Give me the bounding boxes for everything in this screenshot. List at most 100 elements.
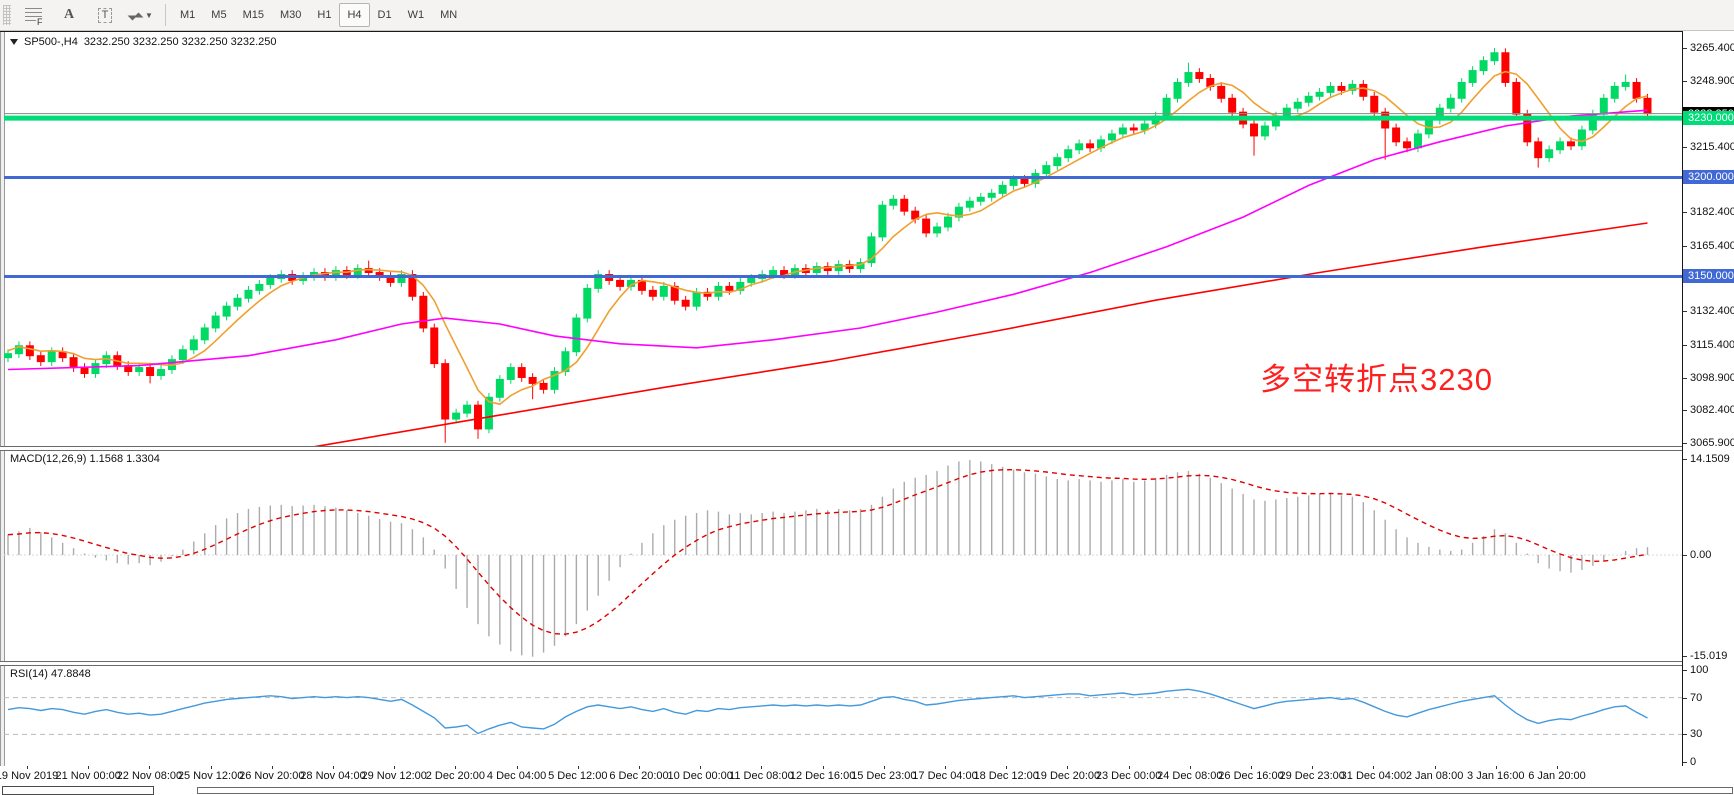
candle: [1129, 123, 1138, 135]
candle: [1053, 153, 1062, 170]
candle: [736, 278, 745, 295]
time-axis[interactable]: 19 Nov 2019 21 Nov 00:00 22 Nov 08:00 25 No…: [0, 766, 1734, 786]
candle: [430, 323, 439, 368]
time-tick: [210, 766, 212, 769]
time-label: 18 Dec 12:00: [973, 770, 1039, 782]
time-tick: [1128, 766, 1130, 769]
period-button-H1[interactable]: H1: [317, 9, 332, 21]
collapse-triangle-icon[interactable]: [10, 39, 18, 45]
period-button-D1[interactable]: D1: [377, 9, 392, 21]
candle: [463, 400, 472, 418]
candle: [233, 293, 242, 311]
time-label: 23 Dec 00:00: [1095, 770, 1162, 782]
rsi-panel-separator[interactable]: [0, 661, 1734, 666]
time-label: 24 Dec 08:00: [1157, 770, 1223, 782]
candle: [484, 392, 493, 434]
price-axis[interactable]: 3265.400 3248.900 3215.400 3182.400 3165.400…: [1682, 31, 1734, 795]
candle: [1195, 68, 1204, 83]
ma-fast-line: [7, 70, 1648, 406]
candle: [397, 270, 406, 287]
time-tick: [1006, 766, 1008, 769]
time-tick: [1067, 766, 1069, 769]
candle: [1326, 82, 1335, 97]
macd-panel[interactable]: MACD(12,26,9) 1.1568 1.3304: [4, 450, 1682, 661]
toolbar-grip[interactable]: [3, 5, 11, 25]
time-tick: [1557, 766, 1558, 769]
rsi-axis-70: 70: [1682, 691, 1703, 704]
scrollbar-track[interactable]: [197, 787, 1733, 794]
candle: [998, 181, 1007, 198]
level-3230-label: 3230.000: [1683, 111, 1734, 126]
period-button-M5[interactable]: M5: [211, 9, 227, 21]
candle: [1250, 119, 1259, 156]
candle: [211, 311, 220, 333]
candle: [1173, 78, 1182, 103]
candle: [441, 359, 450, 443]
candle: [244, 285, 253, 303]
candle: [255, 280, 264, 295]
candle: [364, 260, 373, 277]
level-3200-label: 3200.000: [1683, 170, 1734, 185]
candle: [473, 400, 482, 439]
time-tick: [945, 766, 946, 769]
macd-panel-separator[interactable]: [0, 446, 1734, 451]
candle: [452, 408, 461, 424]
period-button-W1[interactable]: W1: [407, 9, 425, 21]
period-button-MN[interactable]: MN: [440, 9, 458, 21]
candle: [1403, 137, 1412, 153]
text-icon[interactable]: A: [63, 7, 75, 22]
text-label-icon[interactable]: T: [87, 2, 123, 28]
scrollbar-thumb[interactable]: [2, 786, 154, 795]
rsi-panel[interactable]: RSI(14) 47.8848: [4, 665, 1682, 766]
period-button-H4[interactable]: H4: [339, 3, 370, 27]
candle: [1468, 66, 1477, 87]
time-label: 2 Jan 08:00: [1405, 770, 1464, 782]
level-3150-label: 3150.000: [1683, 269, 1734, 284]
time-tick: [1312, 766, 1314, 769]
candle: [659, 282, 668, 301]
time-tick: [700, 766, 702, 769]
candle: [1228, 93, 1237, 117]
candle: [1490, 48, 1499, 66]
price-tick-3065.900: 3065.900: [1683, 437, 1734, 449]
ma-mid-line: [7, 109, 1648, 371]
arrow-objects-icon[interactable]: ▼: [123, 2, 159, 28]
candle: [933, 222, 942, 238]
candle: [703, 287, 712, 301]
main-price-panel[interactable]: SP500-,H4 3232.250 3232.250 3232.250 323…: [4, 32, 1682, 446]
candle: [146, 363, 155, 384]
period-button-M15[interactable]: M15: [242, 9, 264, 21]
candle: [25, 341, 34, 361]
candle: [1370, 91, 1379, 117]
candle: [200, 323, 209, 345]
candle: [812, 262, 821, 277]
rsi-axis-0: 0: [1682, 756, 1697, 768]
chevron-down-icon[interactable]: ▼: [145, 10, 153, 20]
time-label: 11 Dec 08:00: [729, 770, 794, 782]
candle: [976, 192, 985, 206]
period-button-M1[interactable]: M1: [180, 9, 196, 21]
period-button-M30[interactable]: M30: [279, 9, 302, 21]
price-tick-3098.900: 3098.900: [1683, 371, 1734, 384]
candle: [648, 285, 657, 301]
time-label: 3 Jan 16:00: [1467, 770, 1525, 782]
time-label: 2 Dec 20:00: [425, 770, 486, 782]
candle: [572, 313, 581, 357]
time-label: 31 Dec 04:00: [1340, 770, 1407, 782]
time-label: 29 Nov 12:00: [361, 770, 427, 782]
candle: [36, 351, 45, 366]
candle: [1348, 80, 1357, 95]
time-label: 28 Nov 04:00: [300, 770, 366, 782]
rsi-axis-100: 100: [1682, 664, 1709, 676]
candle: [1621, 74, 1630, 91]
candle: [1217, 82, 1226, 103]
time-tick: [271, 766, 273, 769]
horizontal-scrollbar: [0, 786, 1734, 795]
price-axis-border: [1682, 31, 1683, 766]
rsi-line: [7, 688, 1648, 735]
candle: [1359, 80, 1368, 101]
candle: [867, 232, 876, 267]
candle: [419, 291, 428, 333]
fibonacci-icon[interactable]: F: [15, 2, 51, 28]
